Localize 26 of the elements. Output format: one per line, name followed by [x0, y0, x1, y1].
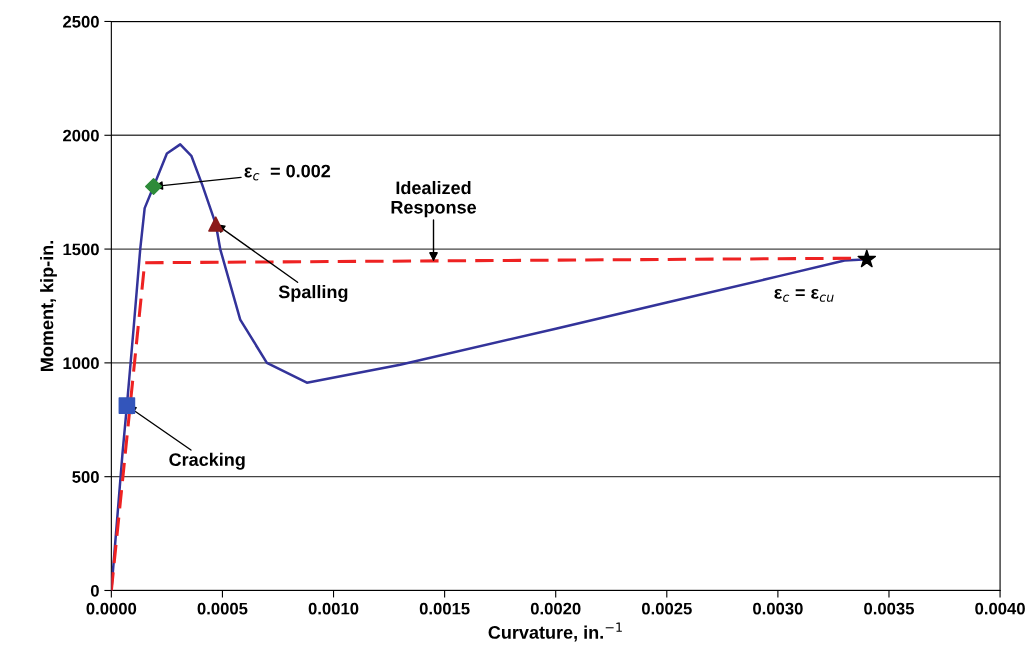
y-tick-label: 1000 — [63, 357, 99, 370]
x-tick-label: 0.0000 — [86, 602, 137, 615]
annotation: ε$_{c}$ = 0.002 — [244, 164, 331, 181]
point — [145, 177, 163, 196]
annotation: Cracking — [169, 452, 245, 470]
y-tick-label: 1500 — [63, 243, 99, 256]
x-tick-label: 0.0030 — [753, 602, 803, 615]
annotation: ε$_{c}$ = ε$_{cu}$ — [774, 288, 834, 302]
y-tick-label: 2500 — [63, 15, 99, 28]
x-tick-label: 0.0020 — [530, 602, 581, 615]
annotation: Spalling — [278, 285, 348, 302]
annotation: Idealized Response — [391, 180, 477, 218]
point — [857, 249, 877, 268]
point — [208, 216, 224, 232]
x-axis-title: Curvature, in.$^{−1}$ — [488, 622, 622, 642]
point — [118, 397, 136, 415]
y-tick-label: 500 — [72, 471, 99, 483]
x-tick-label: 0.0025 — [641, 602, 692, 615]
x-tick-label: 0.0005 — [197, 602, 248, 615]
x-tick-label: 0.0010 — [308, 602, 359, 615]
x-tick-label: 0.0035 — [864, 602, 915, 615]
y-tick-label: 2000 — [63, 129, 99, 142]
y-axis-title: Moment, kip-in. — [40, 241, 57, 371]
x-tick-label: 0.0015 — [419, 602, 470, 615]
x-tick-label: 0.0040 — [975, 602, 1025, 615]
y-tick-label: 0 — [90, 584, 99, 597]
